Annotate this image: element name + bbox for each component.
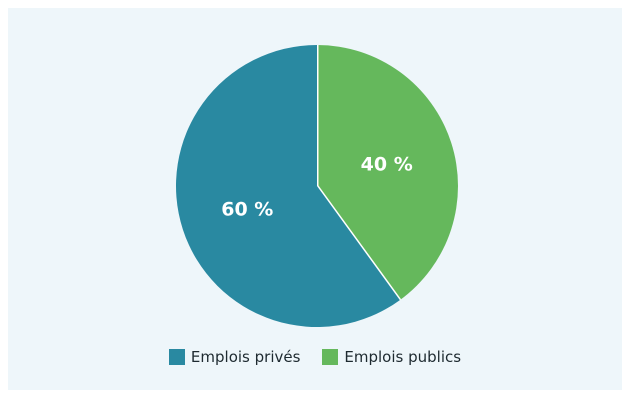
legend-swatch-prives bbox=[168, 349, 185, 365]
legend-label-prives: Emplois privés bbox=[190, 348, 301, 366]
chart-panel: 40 % 60 % Emplois privés Emplois publics bbox=[8, 8, 622, 390]
legend-item-prives: Emplois privés bbox=[168, 348, 301, 366]
legend-swatch-publics bbox=[322, 349, 339, 365]
legend-label-publics: Emplois publics bbox=[344, 348, 462, 366]
legend-item-publics: Emplois publics bbox=[322, 348, 461, 366]
legend: Emplois privés Emplois publics bbox=[8, 348, 622, 366]
pie-slice-emplois-publics bbox=[317, 45, 458, 301]
pie-chart: 40 % 60 % bbox=[175, 45, 458, 328]
pie-slice-emplois-priv-s bbox=[175, 45, 400, 328]
pie-label-emplois-publics: 40 % bbox=[361, 153, 413, 175]
pie-label-emplois-priv-s: 60 % bbox=[221, 199, 273, 221]
